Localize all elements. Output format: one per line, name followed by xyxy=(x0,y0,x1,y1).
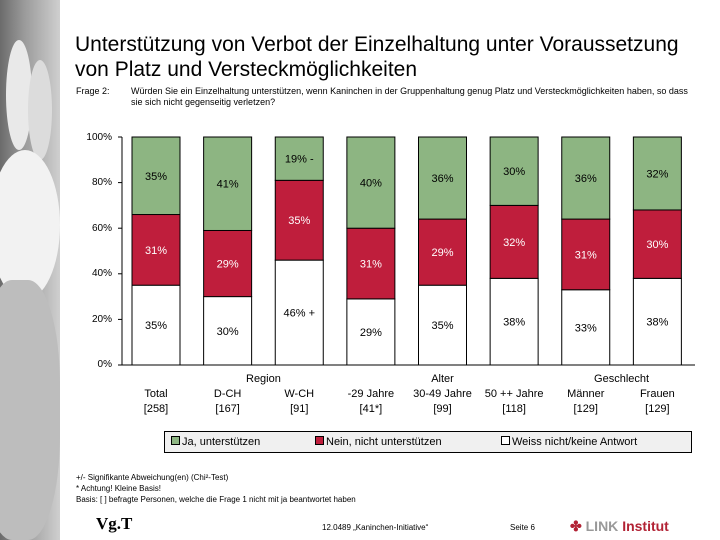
data-label: 29% xyxy=(431,247,453,259)
category-label: 30-49 Jahre xyxy=(413,388,472,400)
footnote-small-base: * Achtung! Kleine Basis! xyxy=(76,484,161,493)
data-label: 46% + xyxy=(284,308,316,320)
legend-swatch xyxy=(171,436,180,445)
bar-segment xyxy=(561,218,611,291)
bar-segment xyxy=(418,284,467,366)
base-label: [41*] xyxy=(359,403,383,415)
data-label: 31% xyxy=(145,245,167,257)
y-tick-label: 0% xyxy=(97,359,112,370)
bar-segment xyxy=(632,136,682,211)
data-label: 33% xyxy=(575,322,597,334)
data-label: 38% xyxy=(646,317,668,329)
footnote-significance: +/- Signifikante Abweichung(en) (Chi²-Te… xyxy=(76,473,229,482)
rabbit-photo xyxy=(0,0,60,540)
question-label: Frage 2: xyxy=(76,86,110,96)
page-number: Seite 6 xyxy=(510,523,535,532)
bar-segment xyxy=(203,136,253,231)
data-label: 30% xyxy=(646,239,668,251)
base-label: [91] xyxy=(290,403,309,415)
legend-label: Weiss nicht/keine Antwort xyxy=(512,436,638,448)
legend-item-yes: Ja, unterstützen xyxy=(171,436,260,448)
legend-item-dont-know: Weiss nicht/keine Antwort xyxy=(501,436,637,448)
legend-item-no: Nein, nicht unterstützen xyxy=(315,436,442,448)
bar-segment xyxy=(346,298,396,366)
bar-segment xyxy=(274,136,324,181)
bar-segment xyxy=(561,289,611,366)
data-label: 31% xyxy=(360,259,382,271)
legend-label: Nein, nicht unterstützen xyxy=(326,436,442,448)
base-label: [258] xyxy=(143,403,169,415)
data-label: 32% xyxy=(503,237,525,249)
bar-segment xyxy=(274,179,324,261)
category-label: W-CH xyxy=(284,388,315,400)
data-label: 41% xyxy=(217,179,239,191)
y-tick-label: 40% xyxy=(91,268,112,279)
category-label: 50 ++ Jahre xyxy=(484,388,544,400)
base-label: [118] xyxy=(502,403,526,415)
data-label: 35% xyxy=(431,320,453,332)
y-tick-label: 80% xyxy=(91,177,112,188)
logo-link-text: LINK xyxy=(585,518,619,534)
bar-segment xyxy=(131,284,181,366)
category-label: Frauen xyxy=(639,388,675,400)
category-label: D-CH xyxy=(213,388,242,400)
base-label: [99] xyxy=(433,403,452,415)
link-institut-logo: ✤ LINK Institut xyxy=(570,518,669,535)
bar-segment xyxy=(632,277,682,366)
y-tick-label: 100% xyxy=(86,132,112,143)
data-label: 38% xyxy=(503,317,525,329)
data-label: 36% xyxy=(431,173,453,185)
vgt-logo: Vg.T xyxy=(96,514,133,533)
data-label: 40% xyxy=(360,178,382,190)
category-label: -29 Jahre xyxy=(347,388,395,400)
bar-segment xyxy=(131,214,181,286)
footnotes: +/- Signifikante Abweichung(en) (Chi²-Te… xyxy=(76,472,356,505)
bar-segment xyxy=(131,136,181,216)
base-label: [129] xyxy=(573,403,598,415)
legend: Ja, unterstützen Nein, nicht unterstütze… xyxy=(164,431,692,453)
data-label: 30% xyxy=(503,166,525,178)
legend-swatch xyxy=(501,436,510,445)
base-label: [129] xyxy=(645,403,670,415)
data-label: 30% xyxy=(217,326,239,338)
top-bar xyxy=(60,0,720,25)
bar-segment xyxy=(346,136,396,229)
legend-swatch xyxy=(315,436,324,445)
data-label: 35% xyxy=(145,171,167,183)
footer-reference: 12.0489 „Kaninchen-Initiative“ xyxy=(322,523,429,532)
bar-segment xyxy=(561,136,611,220)
y-tick-label: 60% xyxy=(91,223,112,234)
slide-title: Unterstützung von Verbot der Einzelhaltu… xyxy=(75,33,679,81)
data-label: 36% xyxy=(575,173,597,185)
data-label: 29% xyxy=(217,259,239,271)
bar-segment xyxy=(489,204,539,279)
group-label: Geschlecht xyxy=(594,373,650,385)
bar-segment xyxy=(346,227,396,300)
bar-segment xyxy=(203,296,253,366)
data-label: 19% - xyxy=(285,154,314,166)
bar-segment xyxy=(274,259,324,366)
category-label: Männer xyxy=(567,388,605,400)
bar-segment xyxy=(418,136,467,220)
bar-segment xyxy=(418,218,467,286)
footnote-base: Basis: [ ] befragte Personen, welche die… xyxy=(76,495,356,504)
bar-segment xyxy=(203,229,253,298)
data-label: 35% xyxy=(288,215,310,227)
logo-institut-text: Institut xyxy=(622,518,669,534)
legend-label: Ja, unterstützen xyxy=(182,436,261,448)
logo-mark-icon: ✤ xyxy=(570,518,582,534)
data-label: 29% xyxy=(360,327,382,339)
data-label: 32% xyxy=(646,168,668,180)
bar-segment xyxy=(489,277,539,366)
question-text: Würden Sie ein Einzelhaltung unterstütze… xyxy=(131,86,688,107)
group-label: Alter xyxy=(431,373,454,385)
bar-segment xyxy=(489,136,539,206)
group-label: Region xyxy=(246,373,281,385)
base-label: [167] xyxy=(215,403,240,415)
data-label: 31% xyxy=(575,249,597,261)
category-label: Total xyxy=(144,388,168,400)
y-tick-label: 20% xyxy=(91,314,112,325)
data-label: 35% xyxy=(145,320,167,332)
